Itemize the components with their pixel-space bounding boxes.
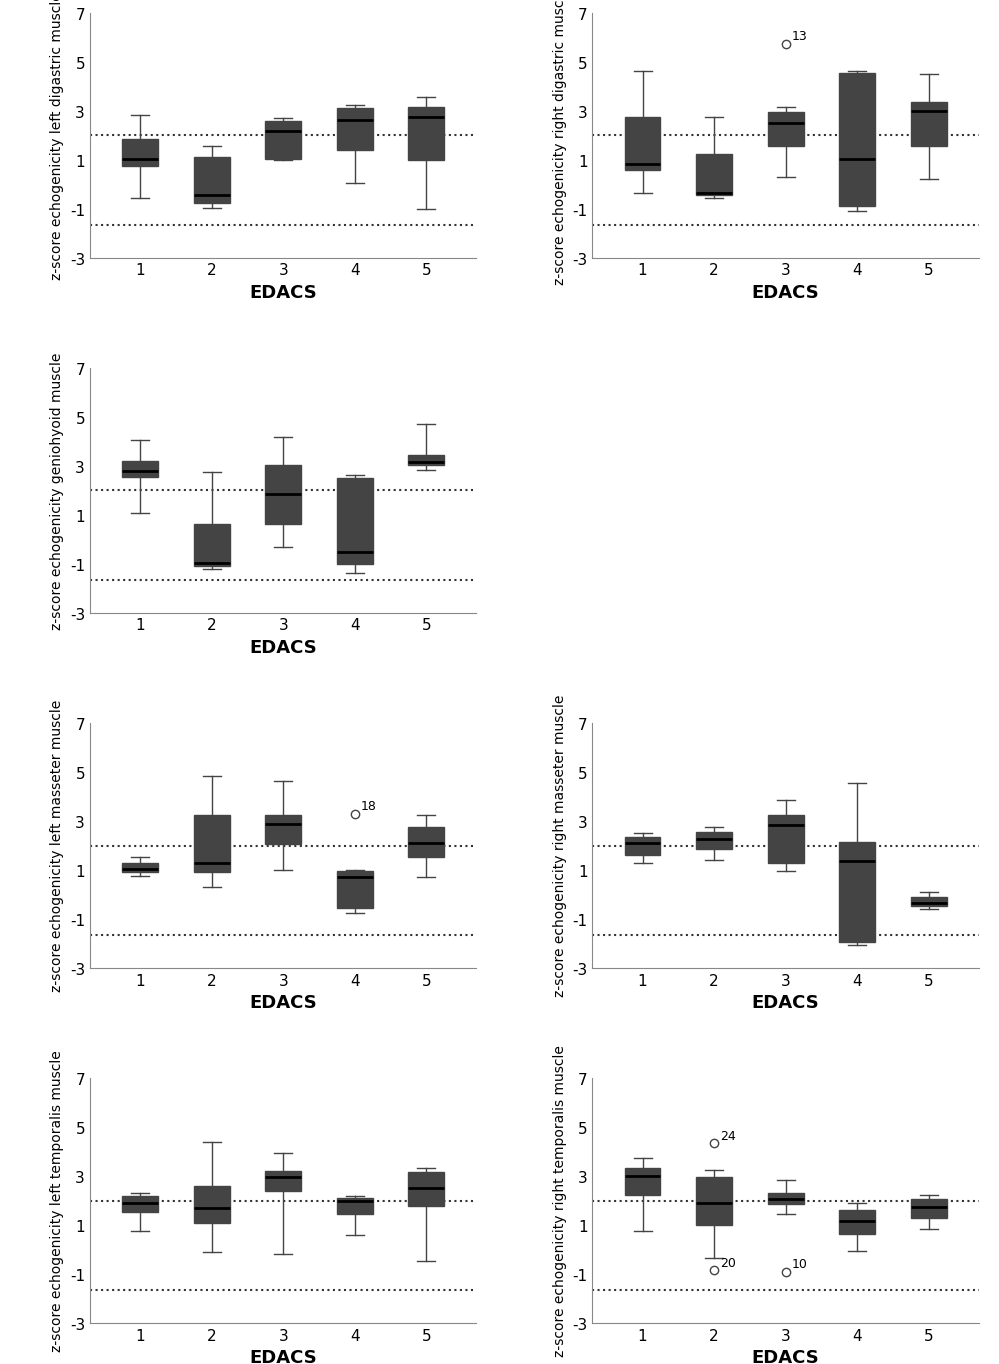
X-axis label: EDACS: EDACS (250, 284, 317, 301)
PathPatch shape (122, 461, 158, 477)
PathPatch shape (409, 1173, 445, 1206)
PathPatch shape (122, 863, 158, 873)
Y-axis label: z-score echogenicity right digastric muscle: z-score echogenicity right digastric mus… (552, 0, 566, 285)
PathPatch shape (696, 832, 732, 850)
PathPatch shape (337, 479, 373, 565)
PathPatch shape (911, 102, 947, 147)
PathPatch shape (911, 1199, 947, 1218)
PathPatch shape (768, 816, 803, 863)
PathPatch shape (337, 872, 373, 908)
PathPatch shape (337, 109, 373, 150)
PathPatch shape (839, 842, 875, 943)
PathPatch shape (768, 1194, 803, 1204)
PathPatch shape (911, 898, 947, 906)
X-axis label: EDACS: EDACS (752, 284, 819, 301)
Y-axis label: z-score echogenicity geniohyoid muscle: z-score echogenicity geniohyoid muscle (50, 352, 64, 630)
PathPatch shape (194, 524, 230, 567)
PathPatch shape (122, 1196, 158, 1211)
PathPatch shape (768, 113, 803, 147)
PathPatch shape (266, 465, 301, 524)
PathPatch shape (337, 1198, 373, 1214)
Text: 10: 10 (791, 1258, 807, 1270)
X-axis label: EDACS: EDACS (250, 993, 317, 1012)
PathPatch shape (266, 121, 301, 160)
PathPatch shape (266, 816, 301, 844)
PathPatch shape (839, 1210, 875, 1234)
Text: 13: 13 (791, 30, 807, 44)
PathPatch shape (409, 828, 445, 857)
PathPatch shape (624, 837, 660, 855)
PathPatch shape (194, 816, 230, 873)
PathPatch shape (409, 456, 445, 465)
X-axis label: EDACS: EDACS (250, 1349, 317, 1364)
PathPatch shape (122, 139, 158, 166)
PathPatch shape (839, 74, 875, 207)
X-axis label: EDACS: EDACS (250, 638, 317, 656)
Y-axis label: z-score echogenicity right temporalis muscle: z-score echogenicity right temporalis mu… (552, 1045, 566, 1357)
PathPatch shape (696, 1177, 732, 1225)
X-axis label: EDACS: EDACS (752, 1349, 819, 1364)
Y-axis label: z-score echogenicity left digastric muscle: z-score echogenicity left digastric musc… (50, 0, 64, 280)
PathPatch shape (624, 1168, 660, 1195)
PathPatch shape (266, 1172, 301, 1191)
Text: 18: 18 (361, 799, 377, 813)
Y-axis label: z-score echogenicity left temporalis muscle: z-score echogenicity left temporalis mus… (50, 1050, 64, 1352)
PathPatch shape (194, 1187, 230, 1222)
Y-axis label: z-score echogenicity left masseter muscle: z-score echogenicity left masseter muscl… (50, 700, 64, 992)
X-axis label: EDACS: EDACS (752, 993, 819, 1012)
PathPatch shape (624, 117, 660, 170)
Y-axis label: z-score echogenicity right masseter muscle: z-score echogenicity right masseter musc… (552, 694, 566, 997)
PathPatch shape (194, 158, 230, 203)
PathPatch shape (409, 108, 445, 161)
PathPatch shape (696, 154, 732, 196)
Text: 24: 24 (720, 1129, 735, 1142)
Text: 20: 20 (720, 1256, 735, 1270)
